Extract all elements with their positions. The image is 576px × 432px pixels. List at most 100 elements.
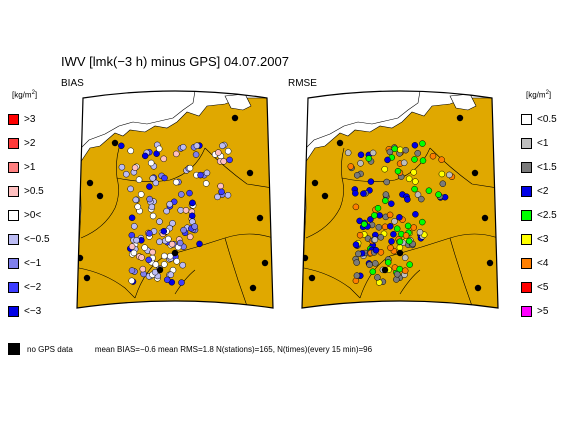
bias-station-marker xyxy=(148,203,156,211)
rmse-station-marker xyxy=(410,224,418,231)
bias-station-marker xyxy=(131,164,139,171)
rmse-station-marker xyxy=(414,191,422,198)
bias-station-marker xyxy=(163,276,171,284)
rmse-station-marker xyxy=(411,185,418,193)
rmse-station-marker xyxy=(402,232,410,239)
bias-station-marker xyxy=(141,244,148,251)
bias-legend-item: <−0.5 xyxy=(8,234,50,245)
bias-station-marker xyxy=(186,164,194,172)
bias-station-marker xyxy=(146,195,153,203)
bias-legend-label: >3 xyxy=(24,114,36,125)
rmse-legend-swatch xyxy=(521,210,532,221)
bias-legend-label: >0.5 xyxy=(24,186,44,197)
bias-station-marker xyxy=(160,155,167,163)
bias-station-marker xyxy=(132,196,140,204)
bias-station-marker xyxy=(186,233,194,241)
bias-legend-swatch xyxy=(8,162,19,173)
rmse-station-marker xyxy=(400,159,408,167)
stats-text: mean BIAS=−0.6 mean RMS=1.8 N(stations)=… xyxy=(94,344,373,354)
bias-station-marker xyxy=(218,188,225,196)
rmse-no-gps-marker xyxy=(474,284,482,292)
rmse-legend-item: <0.5 xyxy=(521,114,557,125)
bias-station-marker xyxy=(166,252,174,260)
bias-no-gps-marker xyxy=(249,284,257,292)
bias-map xyxy=(76,90,274,309)
rmse-station-marker xyxy=(365,155,373,162)
bias-station-marker xyxy=(127,185,134,193)
rmse-station-marker xyxy=(352,241,360,248)
rmse-station-marker xyxy=(353,259,360,266)
bias-station-marker xyxy=(152,261,160,268)
bias-station-marker xyxy=(182,207,190,214)
bias-legend-label: >2 xyxy=(24,138,36,149)
bias-no-gps-marker xyxy=(246,169,254,177)
rmse-station-marker xyxy=(412,178,419,185)
bias-legend-swatch xyxy=(8,282,19,293)
bias-station-marker xyxy=(168,240,176,248)
rmse-no-gps-marker xyxy=(302,254,309,262)
rmse-station-marker xyxy=(416,228,424,236)
bias-station-marker xyxy=(149,248,156,256)
bias-station-marker xyxy=(149,212,157,220)
rmse-station-marker xyxy=(405,175,413,183)
bias-station-marker xyxy=(202,180,210,187)
rmse-no-gps-marker xyxy=(396,249,404,257)
bias-station-marker xyxy=(214,193,221,201)
rmse-station-marker xyxy=(386,211,394,219)
rmse-station-marker xyxy=(386,148,394,156)
bias-station-marker xyxy=(135,176,143,183)
rmse-map xyxy=(301,90,499,309)
bias-no-gps-marker xyxy=(83,274,91,282)
bias-legend-label: <−2 xyxy=(24,282,42,293)
rmse-station-marker xyxy=(435,191,442,198)
rmse-station-marker xyxy=(371,212,378,219)
rmse-station-marker xyxy=(402,146,409,154)
rmse-no-gps-marker xyxy=(308,274,316,282)
rmse-station-marker xyxy=(366,261,373,269)
rmse-station-marker xyxy=(377,234,385,241)
rmse-station-marker xyxy=(355,250,362,258)
rmse-station-marker xyxy=(394,271,401,278)
rmse-legend-label: <2.5 xyxy=(537,210,557,221)
rmse-legend-item: <1.5 xyxy=(521,162,557,173)
bias-station-marker xyxy=(123,170,130,178)
rmse-station-marker xyxy=(387,223,394,230)
rmse-station-marker xyxy=(429,152,437,160)
rmse-station-marker xyxy=(391,218,398,225)
bias-station-marker xyxy=(160,228,168,235)
rmse-legend-swatch xyxy=(521,258,532,269)
rmse-legend-item: <1 xyxy=(521,138,548,149)
rmse-station-marker xyxy=(369,268,377,275)
rmse-station-marker xyxy=(357,151,365,159)
bias-station-marker xyxy=(193,142,201,149)
no-gps-swatch xyxy=(8,343,20,355)
bias-station-marker xyxy=(224,191,232,199)
bias-unit-label: [kg/m2] xyxy=(12,90,38,100)
bias-map-frame xyxy=(76,90,274,309)
bias-station-marker xyxy=(167,271,175,278)
bias-station-marker xyxy=(179,143,187,151)
bias-station-marker xyxy=(197,171,204,179)
bias-legend-item: >3 xyxy=(8,114,35,125)
bias-legend-item: >0< xyxy=(8,210,41,221)
rmse-unit-label: [kg/m2] xyxy=(526,90,552,100)
bias-no-gps-marker xyxy=(171,249,179,257)
rmse-station-marker xyxy=(372,260,379,267)
bias-legend-label: >1 xyxy=(24,162,36,173)
bias-legend-swatch xyxy=(8,210,19,221)
rmse-station-marker xyxy=(438,170,446,178)
bias-station-marker xyxy=(128,243,136,250)
bias-station-marker xyxy=(172,178,180,186)
bias-station-marker xyxy=(145,256,152,264)
bias-station-marker xyxy=(137,191,145,198)
bias-legend-item: <−1 xyxy=(8,258,41,269)
rmse-station-marker xyxy=(396,238,404,245)
bias-legend-item: <−2 xyxy=(8,282,41,293)
bias-station-marker xyxy=(147,159,155,167)
rmse-station-marker xyxy=(372,246,380,254)
bias-station-marker xyxy=(130,249,138,257)
rmse-station-marker xyxy=(360,190,367,197)
rmse-station-marker xyxy=(390,231,397,238)
rmse-station-marker xyxy=(384,259,392,266)
bias-station-marker xyxy=(127,147,134,155)
